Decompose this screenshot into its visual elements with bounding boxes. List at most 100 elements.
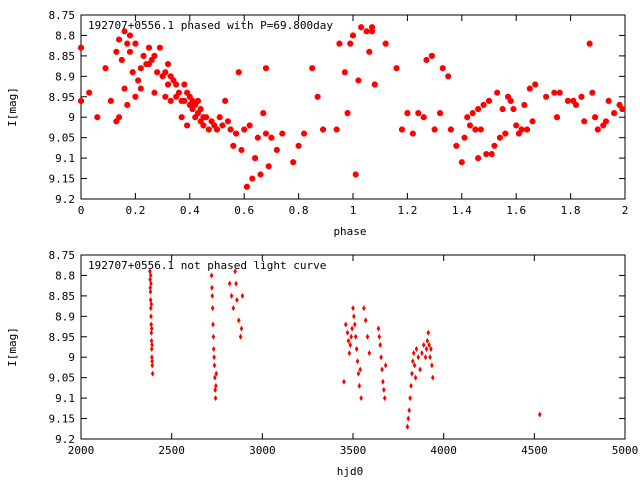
- data-point: [354, 346, 359, 353]
- data-point: [537, 411, 542, 418]
- data-point: [578, 93, 585, 100]
- data-point: [526, 85, 533, 92]
- unphased-plot-frame: [80, 254, 626, 440]
- data-point: [149, 329, 154, 336]
- data-point: [424, 346, 429, 353]
- data-point: [209, 272, 214, 279]
- data-point: [210, 292, 215, 299]
- data-point: [475, 155, 482, 162]
- data-point: [366, 48, 373, 55]
- data-point: [350, 32, 356, 39]
- unphased-x-tick-label: 3000: [249, 444, 276, 457]
- data-point: [181, 97, 188, 104]
- data-point: [510, 106, 517, 112]
- data-point: [150, 341, 154, 348]
- unphased-y-tick-label: 9: [68, 351, 75, 364]
- data-point: [219, 122, 226, 129]
- data-point: [78, 44, 84, 51]
- data-point: [86, 89, 93, 96]
- data-point: [148, 276, 152, 283]
- phased-y-tick-label: 8.95: [49, 91, 76, 104]
- unphased-x-tick-label: 4000: [430, 444, 457, 457]
- data-point: [382, 386, 386, 393]
- phased-y-tick-label: 9: [68, 111, 75, 124]
- data-point: [423, 57, 430, 63]
- data-point: [458, 159, 465, 166]
- data-point: [406, 415, 411, 422]
- data-point: [195, 97, 201, 104]
- data-point: [453, 142, 460, 149]
- data-point: [513, 122, 520, 129]
- data-point: [428, 52, 435, 59]
- unphased-y-tick-label: 9.1: [55, 392, 75, 405]
- data-point: [212, 362, 217, 369]
- data-point: [149, 321, 153, 328]
- data-point: [211, 333, 216, 340]
- data-point: [382, 40, 389, 47]
- data-point: [233, 130, 239, 137]
- unphased-x-tick-label: 5000: [612, 444, 639, 457]
- data-point: [363, 317, 368, 324]
- data-point: [213, 374, 217, 381]
- data-point: [405, 423, 410, 430]
- data-point: [165, 61, 171, 68]
- data-point: [594, 126, 601, 133]
- data-point: [230, 142, 237, 149]
- data-point: [437, 110, 443, 117]
- data-point: [379, 354, 383, 361]
- data-point: [351, 305, 355, 312]
- data-point: [367, 350, 372, 357]
- data-point: [165, 81, 171, 88]
- data-point: [564, 97, 571, 104]
- data-point: [181, 81, 188, 88]
- unphased-y-tick-label: 8.9: [55, 310, 75, 323]
- data-point: [486, 97, 492, 104]
- data-point: [151, 52, 158, 59]
- data-point: [411, 350, 416, 357]
- unphased-x-tick-label: 4500: [521, 444, 548, 457]
- data-point: [314, 93, 321, 100]
- data-point: [211, 346, 216, 353]
- data-point: [156, 44, 163, 51]
- data-point: [116, 114, 123, 121]
- data-point: [494, 89, 501, 96]
- data-point: [238, 146, 245, 153]
- data-point: [556, 89, 563, 96]
- data-point: [178, 114, 185, 121]
- data-point: [518, 126, 525, 133]
- data-point: [409, 382, 413, 389]
- data-point: [603, 118, 609, 125]
- data-point: [175, 89, 182, 96]
- data-point: [239, 325, 244, 332]
- data-point: [377, 333, 382, 340]
- data-point: [431, 126, 438, 133]
- data-point: [162, 69, 169, 76]
- phased-x-axis-label: phase: [333, 225, 366, 238]
- data-point: [357, 382, 362, 389]
- data-point: [581, 118, 588, 125]
- phased-x-tick-label: 1.2: [397, 204, 417, 217]
- data-point: [445, 73, 452, 80]
- data-point: [149, 325, 154, 332]
- unphased-y-tick-label: 8.95: [49, 331, 76, 344]
- data-point: [365, 333, 370, 340]
- data-point: [295, 142, 302, 149]
- data-point: [222, 97, 229, 104]
- data-point: [408, 395, 412, 402]
- unphased-y-tick-label: 8.75: [49, 249, 76, 262]
- data-point: [173, 81, 180, 88]
- data-point: [211, 321, 215, 328]
- data-point: [363, 28, 370, 35]
- data-point: [148, 284, 153, 291]
- data-point: [149, 305, 153, 312]
- data-point: [605, 97, 612, 104]
- data-point: [151, 89, 158, 96]
- data-point: [414, 346, 419, 353]
- data-point: [532, 81, 539, 88]
- data-point: [263, 130, 269, 137]
- data-point: [214, 382, 218, 389]
- data-point: [348, 341, 353, 348]
- data-point: [404, 110, 411, 117]
- data-point: [611, 110, 618, 117]
- unphased-x-tick-label: 2500: [158, 444, 185, 457]
